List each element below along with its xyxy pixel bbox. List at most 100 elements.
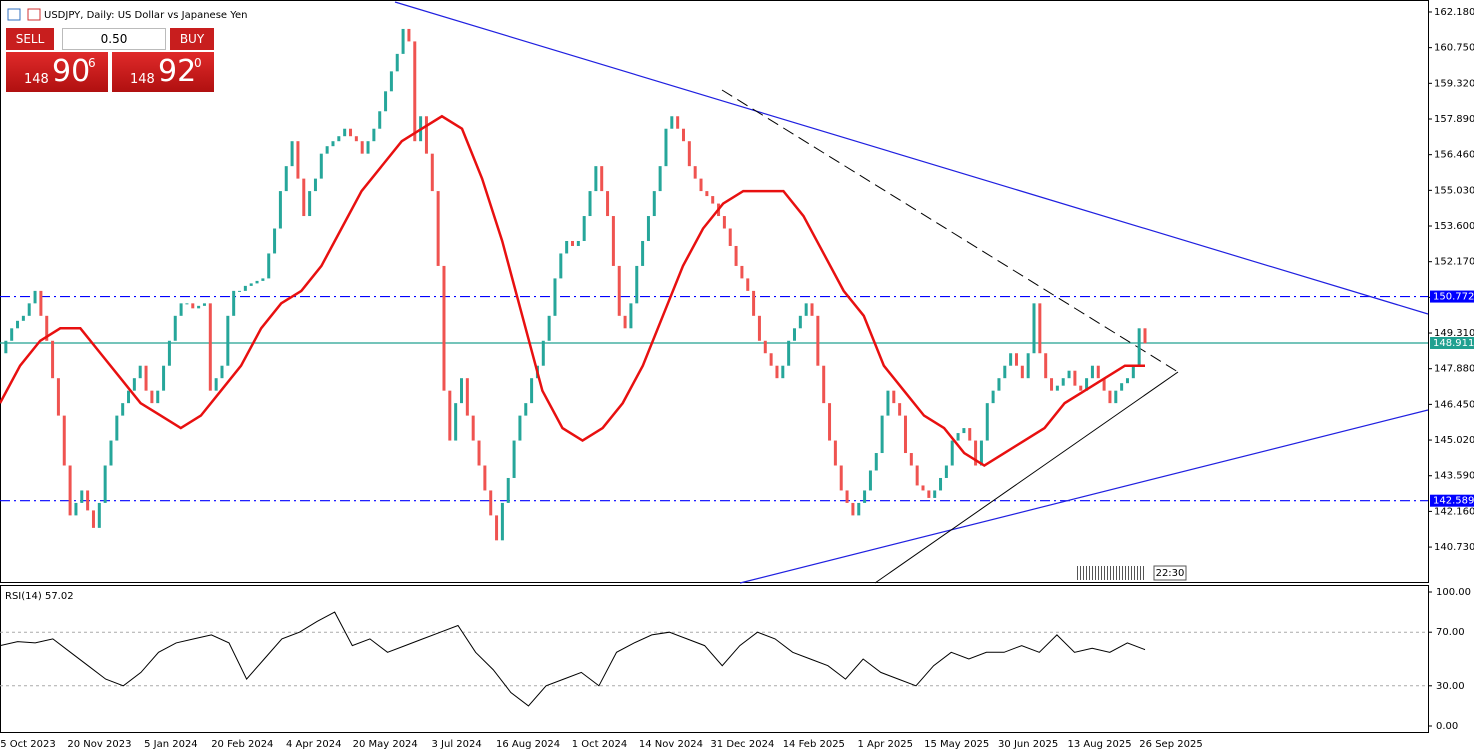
rsi-frame — [0, 585, 1429, 733]
candle — [594, 166, 598, 192]
candle — [45, 315, 49, 341]
candle — [1114, 390, 1118, 404]
candle — [249, 283, 253, 286]
buy-button[interactable]: BUY — [170, 28, 214, 50]
x-tick-label: 5 Jan 2024 — [144, 739, 198, 750]
candle — [1067, 370, 1071, 379]
x-tick-label: 13 Aug 2025 — [1068, 739, 1132, 750]
candle — [226, 315, 230, 366]
candle — [127, 390, 131, 404]
y-tick-label: 100.00 — [1436, 587, 1471, 598]
candle — [623, 315, 627, 329]
candle — [308, 191, 312, 217]
candle — [150, 390, 154, 404]
bid-price[interactable]: 148 90 6 — [6, 52, 108, 92]
candle — [903, 415, 907, 454]
x-tick-label: 14 Nov 2024 — [639, 739, 703, 750]
candle — [319, 153, 323, 179]
candle — [1014, 353, 1018, 366]
candle — [389, 71, 393, 92]
candle — [284, 166, 288, 192]
x-tick-label: 20 Feb 2024 — [211, 739, 273, 750]
candle — [208, 303, 212, 391]
y-tick-label: 153.600 — [1434, 221, 1474, 232]
candle — [477, 440, 481, 466]
candle — [1050, 378, 1054, 391]
price-level-tag — [1430, 336, 1474, 349]
candle — [401, 28, 405, 54]
y-tick-label: 70.00 — [1436, 627, 1465, 638]
price-level-label: 148.911 — [1433, 338, 1474, 349]
candle — [699, 178, 703, 192]
candle — [1120, 383, 1124, 391]
candle — [68, 465, 72, 516]
candle — [500, 502, 504, 541]
y-tick-label: 159.320 — [1434, 78, 1474, 89]
candle — [757, 315, 761, 341]
candle — [839, 465, 843, 491]
candle — [354, 136, 358, 142]
candle — [384, 91, 388, 112]
candle — [880, 415, 884, 454]
candle — [442, 265, 446, 391]
candle — [927, 490, 931, 498]
price-point: 6 — [88, 56, 96, 70]
candle — [822, 365, 826, 404]
lot-input[interactable]: 0.50 — [62, 28, 166, 50]
sell-button[interactable]: SELL — [6, 28, 54, 50]
candle — [874, 453, 878, 471]
candle — [243, 285, 247, 291]
candle — [518, 415, 522, 441]
price-big-figure: 148 — [130, 72, 155, 87]
y-tick-label: 162.180 — [1434, 7, 1474, 18]
price-level-tag — [1430, 494, 1474, 507]
candle — [898, 403, 902, 416]
candle — [460, 378, 464, 404]
candle — [845, 490, 849, 503]
candle — [1020, 365, 1024, 379]
y-tick-label: 145.020 — [1434, 435, 1474, 446]
price-big-figure: 148 — [24, 72, 49, 87]
candle — [138, 365, 142, 379]
candle — [62, 415, 66, 466]
candle — [857, 502, 861, 516]
price-frame — [0, 0, 1429, 583]
candle — [635, 265, 639, 304]
candle — [232, 290, 236, 316]
icon — [7, 8, 21, 21]
x-tick-label: 20 Nov 2023 — [67, 739, 131, 750]
candle — [769, 353, 773, 366]
y-tick-label: 146.450 — [1434, 399, 1474, 410]
candle — [413, 41, 417, 142]
candle — [991, 390, 995, 404]
candle — [728, 228, 732, 246]
time-label: 22:30 — [1156, 568, 1185, 579]
candle — [366, 141, 370, 154]
y-tick-label: 0.00 — [1436, 721, 1458, 732]
y-tick-label: 143.590 — [1434, 471, 1474, 482]
candle — [156, 390, 160, 404]
rsi-line — [0, 611, 1146, 707]
candle — [530, 378, 534, 404]
candle — [448, 390, 452, 441]
candle — [21, 315, 25, 321]
candle — [337, 136, 341, 142]
candle — [109, 440, 113, 466]
candle — [670, 116, 674, 129]
candle — [179, 303, 183, 316]
candle — [261, 278, 265, 281]
ask-price[interactable]: 148 92 0 — [112, 52, 214, 92]
candle — [576, 240, 580, 246]
candle — [302, 178, 306, 217]
candle — [722, 216, 726, 229]
candle — [121, 403, 125, 416]
candle — [430, 153, 434, 192]
candle — [833, 440, 837, 466]
x-tick-label: 5 Oct 2023 — [0, 739, 55, 750]
candle — [1032, 303, 1036, 354]
candle — [646, 216, 650, 241]
candle — [16, 320, 20, 329]
candle — [711, 196, 715, 204]
candle — [1125, 378, 1129, 384]
candle — [933, 490, 937, 498]
